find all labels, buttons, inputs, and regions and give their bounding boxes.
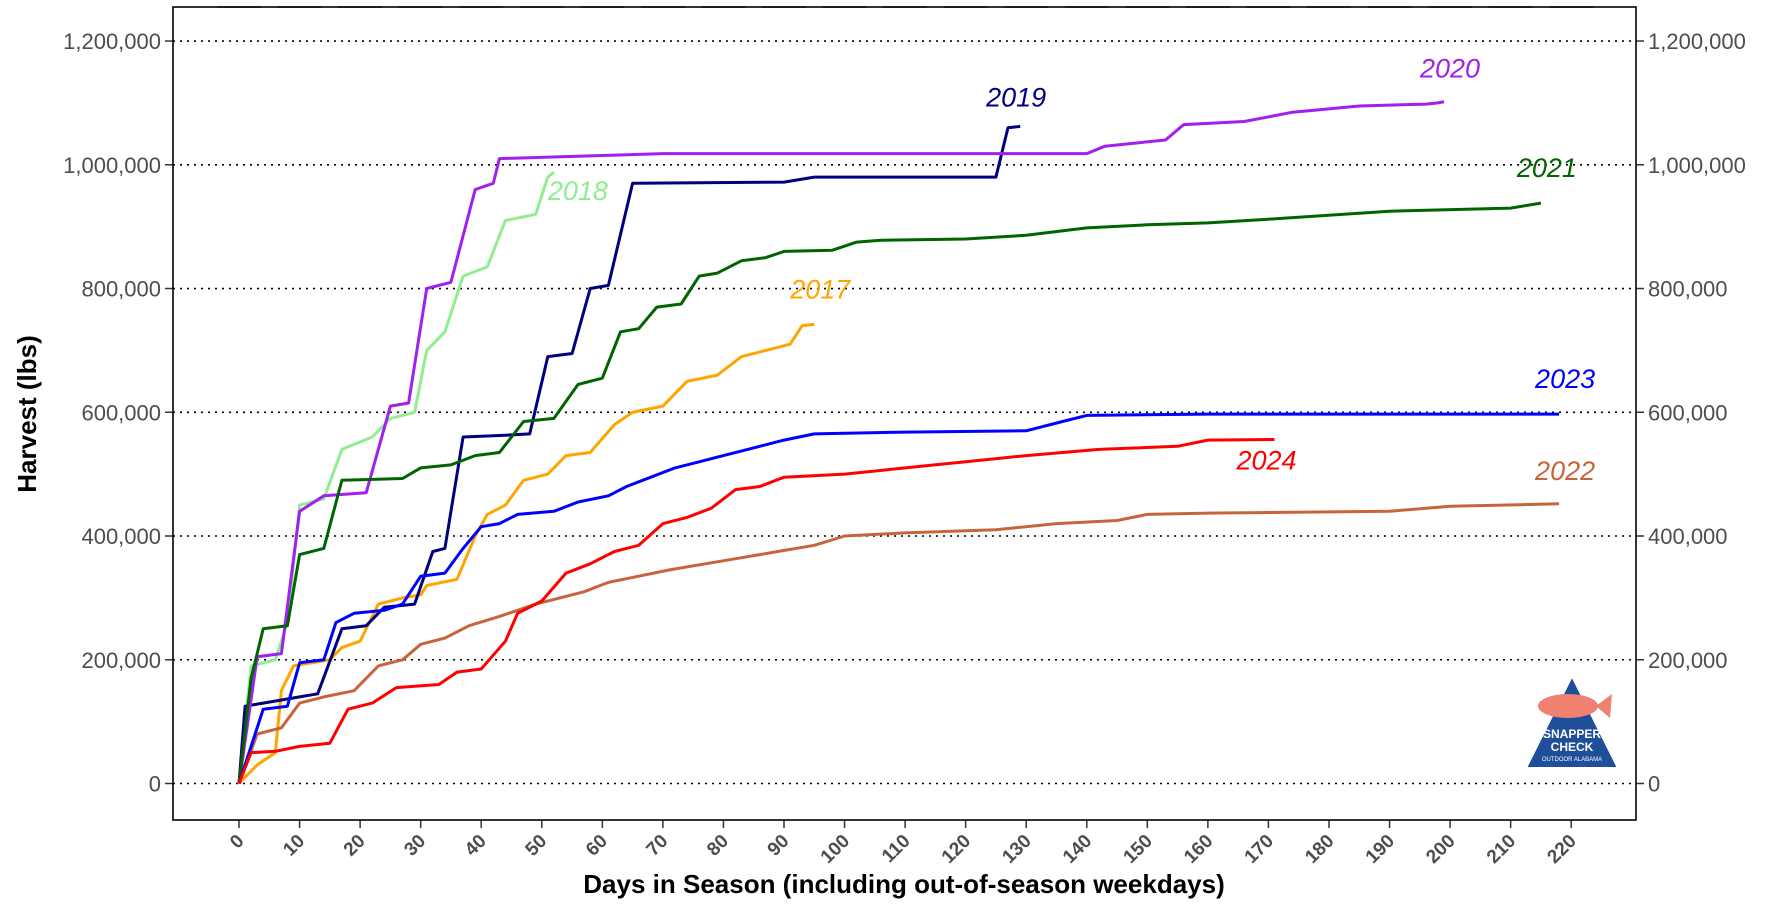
x-tick-label: 200 bbox=[1422, 831, 1459, 868]
x-tick-label: 70 bbox=[643, 831, 673, 861]
series-label: 2020 bbox=[1419, 54, 1480, 84]
series-label: 2021 bbox=[1516, 153, 1577, 183]
x-tick-label: 160 bbox=[1180, 831, 1217, 868]
y-tick-label: 200,000 bbox=[81, 648, 161, 673]
y-tick-label: 600,000 bbox=[81, 400, 161, 425]
series-label: 2017 bbox=[789, 274, 851, 304]
x-tick-label: 60 bbox=[582, 831, 612, 861]
y2-tick-label: 1,000,000 bbox=[1648, 153, 1746, 178]
y2-tick-label: 400,000 bbox=[1648, 524, 1728, 549]
x-tick-label: 130 bbox=[998, 831, 1035, 868]
x-tick-label: 150 bbox=[1120, 831, 1157, 868]
x-tick-label: 110 bbox=[878, 831, 915, 868]
series-line bbox=[237, 412, 1560, 784]
series-line bbox=[237, 322, 815, 785]
logo-fish bbox=[1538, 694, 1598, 718]
x-tick-label: 30 bbox=[400, 831, 430, 861]
x-tick-label: 100 bbox=[817, 831, 854, 868]
y-tick-label: 0 bbox=[149, 771, 161, 796]
logo-text: SNAPPER bbox=[1543, 727, 1601, 741]
x-tick-label: 220 bbox=[1543, 831, 1580, 868]
y2-tick-label: 200,000 bbox=[1648, 648, 1728, 673]
y-tick-label: 1,000,000 bbox=[63, 153, 161, 178]
x-tick-label: 40 bbox=[461, 831, 491, 861]
plot-frame bbox=[172, 6, 1637, 821]
logo-fish-tail bbox=[1596, 694, 1612, 718]
series-label: 2022 bbox=[1534, 456, 1595, 486]
x-tick-label: 210 bbox=[1483, 831, 1520, 868]
x-axis-title: Days in Season (including out-of-season … bbox=[583, 869, 1224, 899]
x-tick-label: 120 bbox=[938, 831, 975, 868]
series-line bbox=[237, 100, 1445, 784]
x-tick-label: 20 bbox=[340, 831, 370, 861]
x-tick-label: 0 bbox=[226, 831, 248, 853]
logo-text: CHECK bbox=[1551, 740, 1594, 754]
x-tick-label: 90 bbox=[764, 831, 794, 861]
x-tick-label: 180 bbox=[1301, 831, 1338, 868]
y2-tick-label: 800,000 bbox=[1648, 277, 1728, 302]
series-label: 2024 bbox=[1235, 445, 1296, 475]
x-tick-label: 50 bbox=[522, 831, 552, 861]
series-line bbox=[237, 201, 1542, 784]
x-tick-label: 10 bbox=[279, 831, 309, 861]
x-tick-label: 170 bbox=[1241, 831, 1278, 868]
series-label: 2018 bbox=[547, 176, 608, 206]
series-line bbox=[237, 438, 1275, 785]
y2-tick-label: 600,000 bbox=[1648, 400, 1728, 425]
y-axis-title: Harvest (lbs) bbox=[12, 335, 42, 493]
y-tick-label: 1,200,000 bbox=[63, 29, 161, 54]
logo-triangle bbox=[1524, 673, 1620, 769]
series-label: 2019 bbox=[985, 82, 1046, 112]
series-line bbox=[237, 502, 1560, 785]
x-tick-label: 190 bbox=[1362, 831, 1399, 868]
series-label: 2023 bbox=[1534, 364, 1595, 394]
y2-tick-label: 1,200,000 bbox=[1648, 29, 1746, 54]
x-tick-label: 140 bbox=[1059, 831, 1096, 868]
y-tick-label: 800,000 bbox=[81, 277, 161, 302]
series-line bbox=[237, 124, 1021, 784]
logo-text: OUTDOOR ALABAMA bbox=[1542, 757, 1602, 763]
y-tick-label: 400,000 bbox=[81, 524, 161, 549]
y2-tick-label: 0 bbox=[1648, 771, 1660, 796]
x-tick-label: 80 bbox=[703, 831, 733, 861]
